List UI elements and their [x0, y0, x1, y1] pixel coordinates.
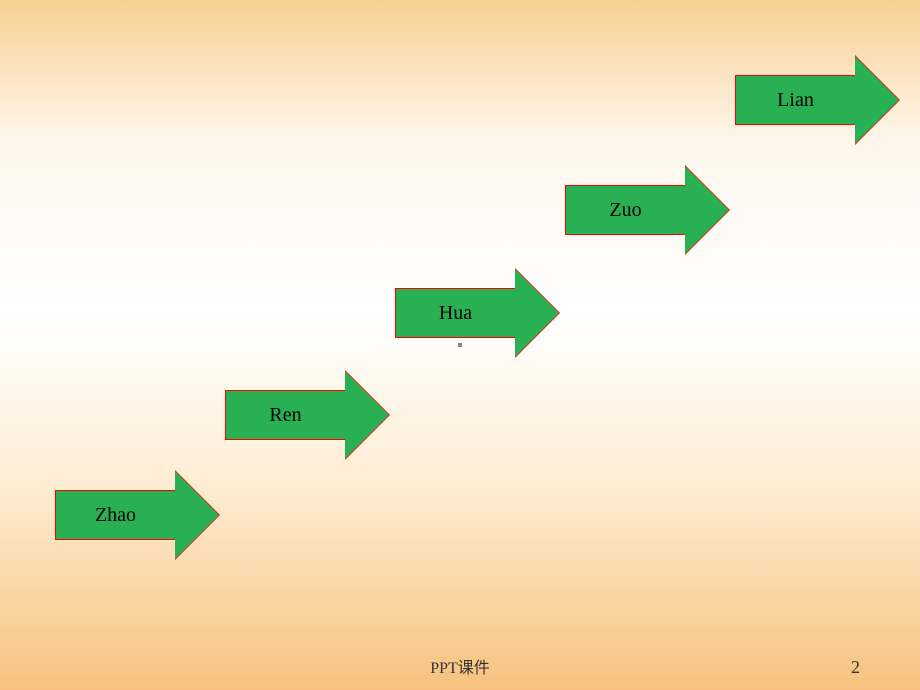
- arrow-step-0: Zhao: [55, 470, 220, 560]
- footer-label: PPT课件: [430, 654, 490, 678]
- arrow-body: Hua: [395, 288, 515, 338]
- page-number: 2: [851, 657, 860, 678]
- arrow-step-3: Zuo: [565, 165, 730, 255]
- arrow-step-2: Hua: [395, 268, 560, 358]
- arrow-head: [175, 471, 219, 559]
- arrow-body: Lian: [735, 75, 855, 125]
- arrow-head: [515, 269, 559, 357]
- arrow-step-4: Lian: [735, 55, 900, 145]
- arrow-label: Zhao: [95, 504, 136, 527]
- arrow-label: Ren: [269, 404, 301, 427]
- arrow-body: Zuo: [565, 185, 685, 235]
- arrow-label: Hua: [439, 302, 472, 325]
- arrow-head: [855, 56, 899, 144]
- slide: PPT课件 2 Zhao Ren Hua Zuo Lian: [0, 0, 920, 690]
- arrow-label: Zuo: [609, 199, 641, 222]
- arrow-label: Lian: [777, 89, 814, 112]
- arrow-head: [345, 371, 389, 459]
- arrow-body: Zhao: [55, 490, 175, 540]
- arrow-step-1: Ren: [225, 370, 390, 460]
- arrow-body: Ren: [225, 390, 345, 440]
- arrow-head: [685, 166, 729, 254]
